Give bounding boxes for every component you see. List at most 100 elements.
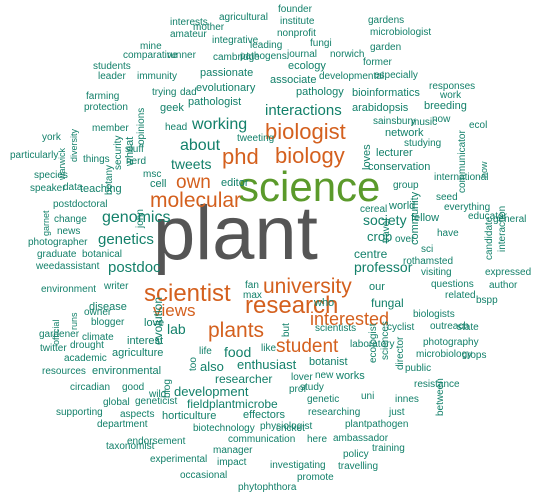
word: biologists [413,309,455,320]
word: founder [278,4,312,15]
word: evolution [151,296,165,345]
word: head [165,122,188,133]
word: particularly [10,150,59,161]
word: general [493,214,527,225]
word: species [34,170,68,181]
word: like [261,343,277,354]
word: communicator [457,130,468,193]
word: member [92,123,129,134]
word: food [224,344,252,360]
word: biology [275,143,345,168]
word: outreach [430,321,469,332]
word: especially [374,70,418,81]
word: occasional [180,470,228,481]
word: physiologist [260,421,313,432]
word: things [83,154,110,165]
word: garden [370,42,402,53]
word: plantpathogen [345,419,409,430]
word: norwich [330,49,365,60]
word: research [245,292,339,319]
word: related [445,290,476,301]
word: climate [82,332,114,343]
word: fungi [310,38,332,49]
word: immunity [137,71,178,82]
word: taxonomist [106,441,155,452]
word: bspp [476,295,498,306]
word: twitter [40,343,67,354]
word: stuff [125,144,144,155]
word: about [180,137,221,154]
word: work [440,90,462,101]
word: former [363,57,392,68]
word: blog [162,379,173,398]
word: public [405,363,432,374]
word: microbiology [416,349,473,360]
word: studying [404,138,442,149]
word: msc [143,169,162,180]
word: crop [367,229,393,244]
word: postdoctoral [53,199,108,210]
word: botanical [82,249,123,260]
word: have [437,228,459,239]
word: max [243,290,262,301]
word: news [57,226,81,237]
word: gardener [39,329,80,340]
word: study [300,382,324,393]
word: biotechnology [193,423,255,434]
word: enthusiast [237,357,297,372]
word: policy [343,449,369,460]
word: impact [217,457,247,468]
word: between [435,378,446,416]
word: disease [89,301,127,313]
word: network [385,127,424,139]
word: drought [70,340,104,351]
word: interactions [265,102,342,119]
word: world [389,200,416,212]
word: science [238,163,381,210]
word: integrative [212,35,259,46]
word: fungal [371,296,404,310]
word: responses [429,81,476,92]
word: communication [228,434,296,445]
word: ambassador [333,433,389,444]
word: trying [152,87,177,98]
word: new [315,370,334,381]
word: passionate [200,67,254,79]
word: microbiologist [370,27,432,38]
word: amateur [170,29,207,40]
word: security [113,135,124,170]
word: effectors [243,409,285,421]
word: nerd [126,156,147,167]
word: life [199,346,212,357]
word: editor [221,177,249,189]
word: leader [98,71,126,82]
word: gardens [368,15,405,26]
word: but [281,323,292,337]
word: pathogens [240,51,287,62]
word: plant [153,191,318,276]
word: lab [167,321,186,337]
word: ecology [288,60,326,72]
word: training [372,443,405,454]
word: graduate [37,249,77,260]
word: manager [213,445,253,456]
word: cell [150,178,167,190]
word: geek [160,102,184,114]
word: comparative [123,50,178,61]
word: official [51,319,61,345]
word: molecular [150,189,242,212]
word: runner [167,50,196,61]
word: promote [297,472,334,483]
word: state [457,322,479,333]
word: crops [462,350,487,361]
word: nonprofit [277,28,316,39]
word: cambridge [213,52,260,63]
word: also [200,359,224,374]
word: students [93,61,131,72]
word: seed [436,192,458,203]
word: farming [86,91,120,102]
word: scientist [144,280,231,307]
word: environment [41,284,97,295]
word: views [153,301,196,320]
